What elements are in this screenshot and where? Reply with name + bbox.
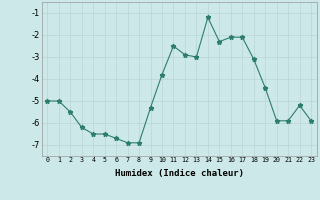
X-axis label: Humidex (Indice chaleur): Humidex (Indice chaleur) [115,169,244,178]
